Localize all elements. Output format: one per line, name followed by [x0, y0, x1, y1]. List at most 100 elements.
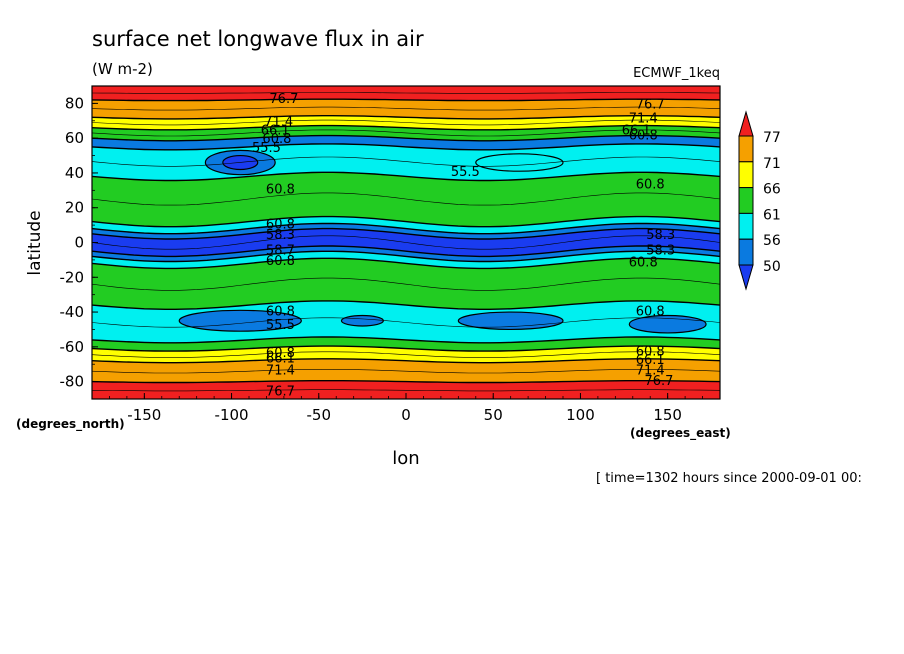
- color-band-6: [92, 172, 720, 227]
- contour-lines: [92, 92, 720, 392]
- contour-line-4: [92, 143, 720, 151]
- x-axis-ticks: -150 -100 -50 0 50 100 150: [109, 393, 703, 424]
- contour-line-5: [92, 171, 720, 182]
- color-blob-6: [340, 314, 384, 327]
- contour-label-12: 60.8: [266, 217, 295, 232]
- contour-label-11: 60.8: [636, 177, 665, 192]
- contour-label-19: 60.8: [266, 304, 295, 319]
- y-tick-label-6: -40: [60, 303, 85, 321]
- contour-label-0: 76.7: [269, 92, 298, 107]
- colorbar-bottom-arrow: [738, 264, 754, 291]
- y-tick-label-5: -20: [60, 268, 85, 286]
- time-note: [ time=1302 hours since 2000-09-01 00:: [596, 471, 862, 486]
- contour-line-8: [92, 227, 720, 240]
- contour-label-16: 58.3: [646, 243, 675, 258]
- y-tick-label-1: 60: [65, 129, 84, 147]
- contour-line-12: [92, 300, 720, 310]
- contour-label-2: 71.4: [264, 115, 293, 130]
- color-band-12: [92, 258, 720, 310]
- y-tick-label-2: 40: [65, 164, 84, 182]
- colorbar-segment-2: [738, 161, 754, 189]
- contour-line-15: [92, 358, 720, 364]
- contour-thin-line-5: [92, 156, 720, 167]
- color-band-8: [92, 223, 720, 239]
- x-tick-label-0: -150: [127, 406, 161, 424]
- color-band-1: [92, 99, 720, 119]
- color-band-16: [92, 358, 720, 383]
- y-tick-label-4: 0: [74, 234, 84, 252]
- contour-label-20: 60.8: [636, 304, 665, 319]
- y-tick-label-8: -80: [60, 373, 85, 391]
- colorbar: 77 71 66 61 56 50: [738, 110, 781, 291]
- contour-line-13: [92, 336, 720, 344]
- contour-line-16: [92, 380, 720, 384]
- contour-line-9: [92, 245, 720, 258]
- colorbar-label-0: 77: [763, 130, 781, 146]
- contour-line-2: [92, 124, 720, 131]
- contour-label-8: 55.5: [252, 141, 281, 156]
- contour-thin-line-12: [92, 277, 720, 291]
- contour-thin-line-16: [92, 369, 720, 374]
- contour-label-7: 60.8: [629, 129, 658, 144]
- y-tick-label-3: 20: [65, 199, 84, 217]
- contour-label-13: 58.3: [266, 228, 295, 243]
- contour-line-11: [92, 257, 720, 270]
- contour-label-6: 60.8: [262, 132, 291, 147]
- plot-area: 76.7 76.771.4 71.466.1 66.160.8 60.855.555.5…: [92, 86, 720, 399]
- colorbar-top-arrow: [738, 110, 754, 137]
- contour-label-22: 60.8: [266, 346, 295, 361]
- contour-thin-line-15: [92, 351, 720, 358]
- contour-label-23: 60.8: [636, 344, 665, 359]
- contour-label-1: 76.7: [636, 97, 665, 112]
- x-tick-label-1: -100: [215, 406, 249, 424]
- chart-title: surface net longwave flux in air: [92, 27, 424, 51]
- colorbar-segment-1: [738, 135, 754, 163]
- contour-label-3: 71.4: [629, 111, 658, 126]
- color-band-17: [92, 380, 720, 399]
- y-axis-label: latitude: [25, 210, 45, 275]
- contour-label-29: 76.7: [644, 374, 673, 389]
- color-band-10: [92, 246, 720, 262]
- y-tick-label-7: -60: [60, 338, 85, 356]
- contour-label-4: 66.1: [261, 123, 290, 138]
- colorbar-segment-4: [738, 212, 754, 240]
- units-label: (W m-2): [92, 60, 153, 78]
- color-blob-2: [475, 153, 564, 172]
- contour-thin-line-6: [92, 192, 720, 206]
- x-unit-label: (degrees_east): [630, 426, 731, 441]
- x-tick-label-4: 50: [484, 406, 503, 424]
- colorbar-segment-3: [738, 187, 754, 214]
- contour-labels: 76.7 76.771.4 71.466.1 66.160.8 60.855.555.5…: [252, 92, 675, 399]
- contour-line-6: [92, 215, 720, 228]
- contour-label-21: 55.5: [266, 318, 295, 333]
- contour-line-7: [92, 222, 720, 235]
- contour-label-26: 71.4: [266, 363, 295, 378]
- contour-line-10: [92, 250, 720, 263]
- colorbar-label-1: 71: [763, 156, 781, 172]
- contour-label-15: 58.7: [266, 243, 295, 258]
- contour-line-0: [92, 98, 720, 102]
- contour-line-1: [92, 115, 720, 120]
- contour-line-3: [92, 134, 720, 142]
- contour-line-14: [92, 345, 720, 352]
- colorbar-label-3: 61: [763, 207, 781, 223]
- colorbar-label-2: 66: [763, 182, 781, 198]
- y-axis-ticks: 80 60 40 20 0 -20 -40 -60 -80: [60, 85, 98, 400]
- contour-thin-line-9: [92, 235, 720, 250]
- x-tick-label-5: 100: [566, 406, 595, 424]
- contour-thin-line-0: [92, 92, 720, 94]
- contour-thin-line-1: [92, 106, 720, 111]
- contour-label-28: 76.7: [266, 384, 295, 399]
- colorbar-segment-5: [738, 238, 754, 266]
- contour-label-9: 55.5: [451, 165, 480, 180]
- colorbar-label-5: 50: [763, 259, 781, 275]
- color-band-11: [92, 251, 720, 269]
- contour-label-25: 66.1: [636, 353, 665, 368]
- x-tick-label-6: 150: [653, 406, 682, 424]
- x-axis-label: lon: [392, 448, 419, 469]
- contour-label-10: 60.8: [266, 183, 295, 198]
- contour-label-17: 60.8: [266, 254, 295, 269]
- color-band-7: [92, 216, 720, 234]
- contour-thin-line-13: [92, 317, 720, 328]
- contour-label-14: 58.3: [646, 228, 675, 243]
